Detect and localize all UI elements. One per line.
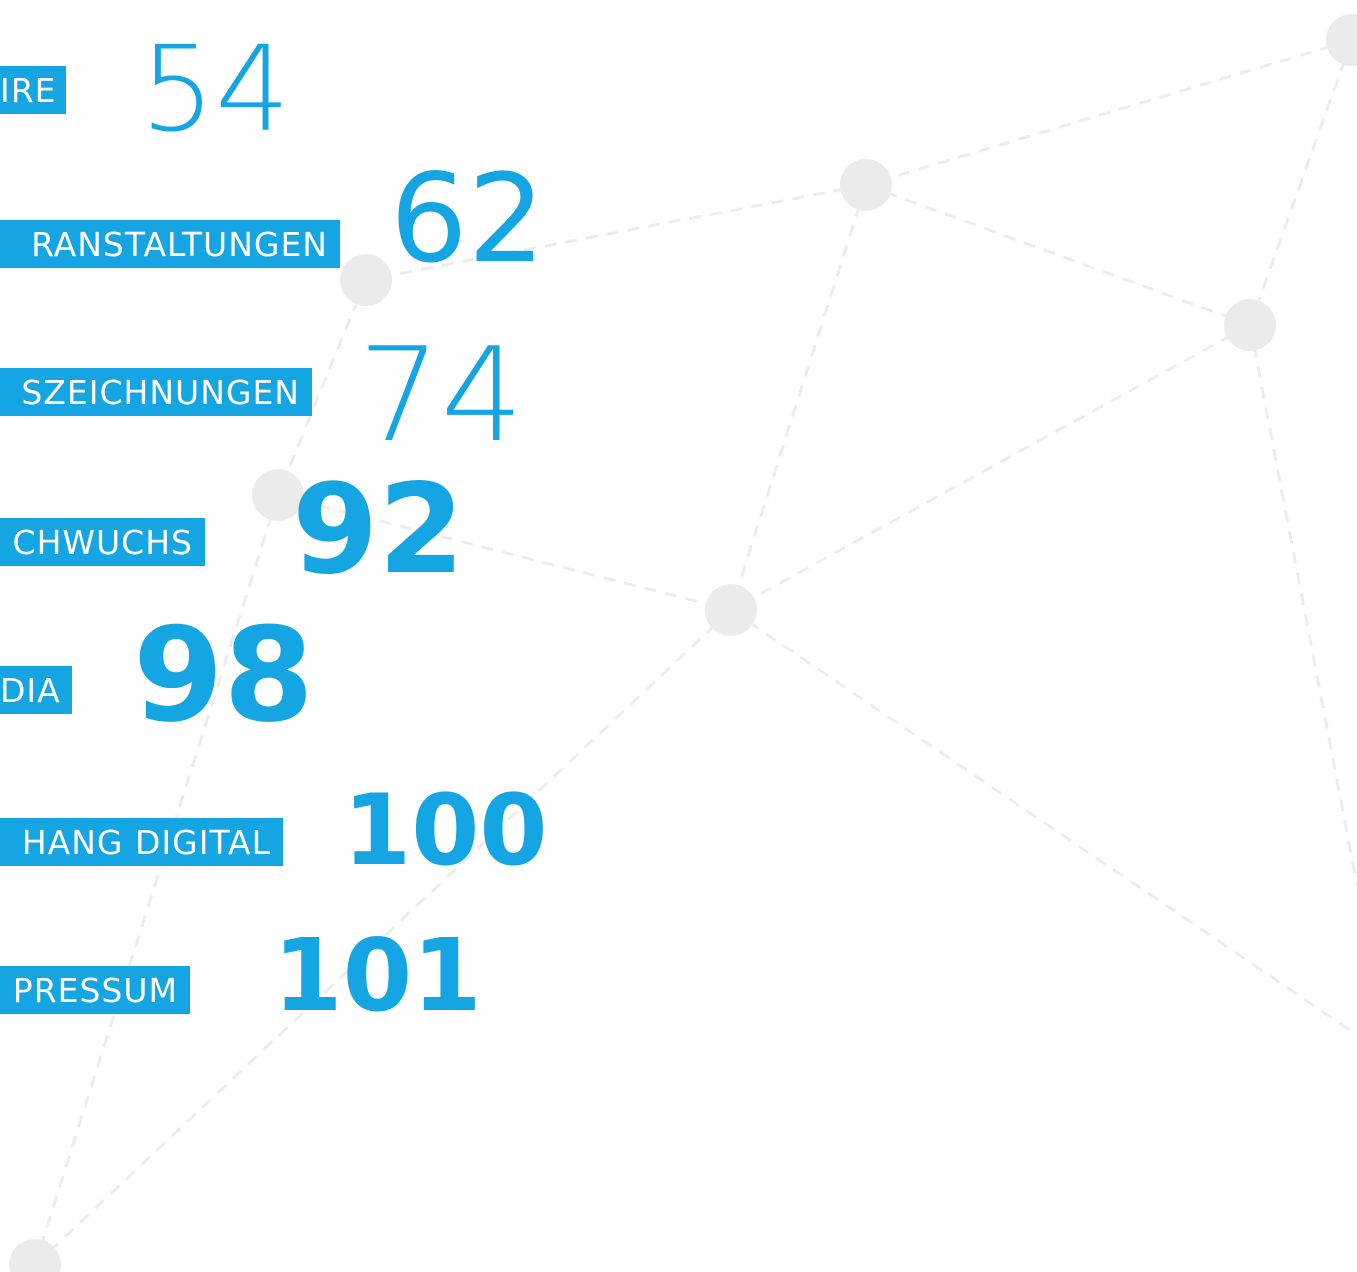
entry-label[interactable]: HANG DIGITAL	[0, 818, 283, 866]
entry-label[interactable]: SZEICHNUNGEN	[0, 368, 312, 416]
entry-page[interactable]: 54	[140, 20, 291, 158]
entry-page[interactable]: 92	[292, 458, 465, 602]
entry-label[interactable]: RANSTALTUNGEN	[0, 220, 340, 268]
entry-label[interactable]: DIA	[0, 666, 72, 714]
entry-label[interactable]: IRE	[0, 66, 66, 114]
entry-page[interactable]: 100	[343, 774, 548, 888]
entry-page[interactable]: 101	[273, 917, 482, 1034]
entry-page[interactable]: 74	[358, 319, 524, 471]
entry-label[interactable]: CHWUCHS	[0, 518, 205, 566]
entry-page[interactable]: 98	[133, 599, 314, 751]
entry-page[interactable]: 62	[390, 148, 546, 290]
entry-label[interactable]: PRESSUM	[0, 966, 190, 1014]
